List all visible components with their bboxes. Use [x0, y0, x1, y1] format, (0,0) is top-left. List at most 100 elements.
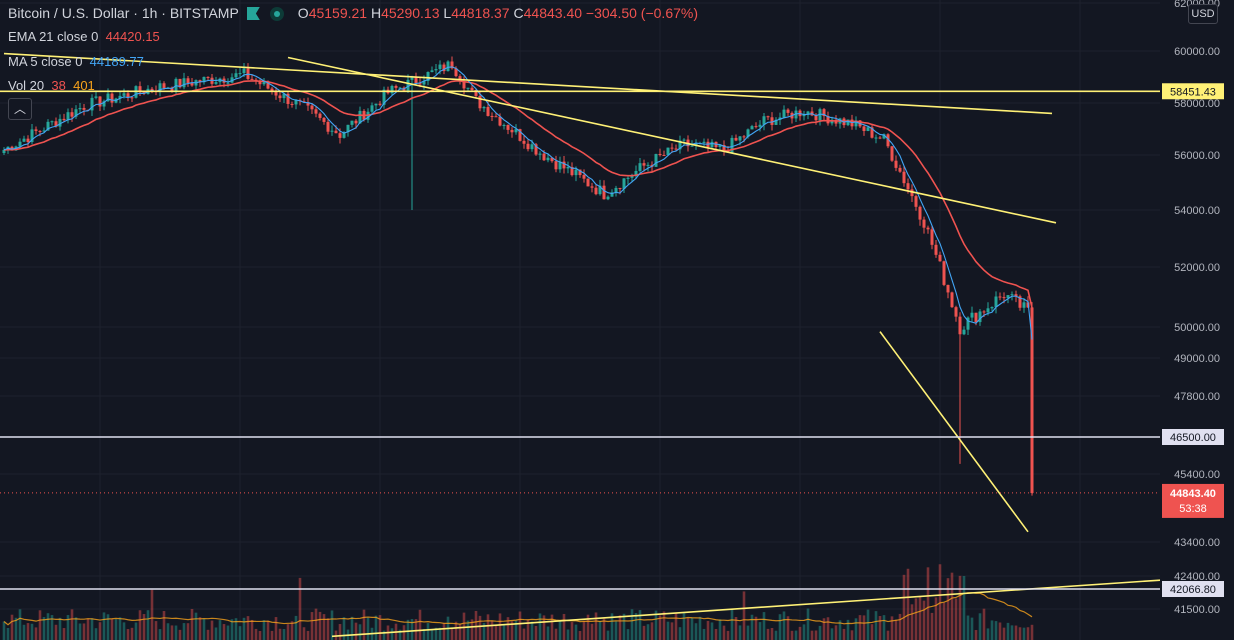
candle-body [638, 163, 642, 171]
trendline [287, 56, 1057, 224]
volume-bar [958, 575, 962, 640]
candle-body [954, 307, 958, 317]
volume-bar [190, 609, 194, 640]
chevron-up-icon[interactable]: ︿ [8, 98, 32, 120]
volume-bar [362, 609, 366, 640]
volume-bar [86, 618, 90, 640]
volume-bar [266, 620, 270, 640]
volume-bar [138, 610, 142, 640]
ma-5-line [3, 66, 1033, 340]
candle [606, 195, 610, 201]
candle-body [926, 227, 930, 230]
candle [994, 291, 998, 314]
candle [930, 225, 934, 250]
candle [186, 75, 190, 87]
ema-legend[interactable]: EMA 21 close 0 44420.15 [8, 29, 160, 44]
volume-bar [2, 621, 6, 640]
candle [42, 127, 46, 133]
candle [290, 101, 294, 108]
volume-bar [14, 617, 18, 640]
volume-ma-line [3, 592, 1033, 626]
candle [446, 60, 450, 72]
candle-body [970, 312, 974, 318]
candle-body [230, 77, 234, 83]
volume-bar [738, 625, 742, 640]
currency-button[interactable]: USD [1188, 4, 1218, 24]
volume-bar [214, 627, 218, 640]
symbol-legend: Bitcoin / U.S. Dollar · 1h · BITSTAMP O45… [8, 5, 698, 21]
candle-body [1022, 302, 1026, 308]
candle [898, 164, 902, 173]
candle-body [470, 87, 474, 91]
candle-body [938, 254, 942, 262]
volume-bar [478, 615, 482, 640]
volume-bar [170, 625, 174, 640]
candle [58, 114, 62, 131]
volume-bar [26, 623, 30, 640]
close-value: 44843.40 [523, 5, 583, 21]
candle-body [90, 97, 94, 111]
volume-bar [238, 626, 242, 640]
flag-icon[interactable] [246, 7, 260, 20]
candle [146, 85, 150, 95]
candle-body [922, 219, 926, 228]
candle-body [318, 113, 322, 118]
volume-bar [962, 576, 966, 640]
volume-bar [526, 619, 530, 640]
volume-bar [366, 617, 370, 640]
volume-bar [974, 630, 978, 640]
volume-bar [726, 630, 730, 640]
ma-legend[interactable]: MA 5 close 0 44189.77 [8, 54, 144, 69]
volume-bar [998, 622, 1002, 640]
volume-bar [598, 621, 602, 640]
candle [62, 113, 66, 123]
volume-bar [578, 630, 582, 640]
volume-bar [38, 610, 42, 640]
volume-bar [166, 623, 170, 640]
candle [754, 122, 758, 129]
volume-bar [42, 617, 46, 640]
volume-bar [846, 619, 850, 640]
market-status-icon[interactable] [269, 7, 284, 21]
volume-bar [218, 620, 222, 640]
candle-body [826, 116, 830, 124]
candle [246, 63, 250, 80]
volume-bar [202, 618, 206, 640]
volume-bar [258, 630, 262, 640]
candle [798, 109, 802, 121]
volume-bar [226, 625, 230, 640]
price-axis: 62000.0060000.0058000.0056000.0054000.00… [1160, 0, 1234, 640]
candle-body [582, 175, 586, 179]
candle [806, 110, 810, 120]
candle-body [190, 83, 194, 86]
candle-body [622, 178, 626, 189]
volume-bar [914, 598, 918, 640]
volume-bar [562, 613, 566, 640]
candle-body [74, 109, 78, 117]
volume-bar [98, 622, 102, 640]
candle [394, 84, 398, 92]
candle-body [358, 110, 362, 124]
volume-bar [390, 628, 394, 640]
candle-body [822, 109, 826, 117]
volume-bar [982, 608, 986, 640]
candle [318, 112, 322, 121]
candle [702, 138, 706, 147]
volume-bar [602, 618, 606, 640]
volume-bar [866, 609, 870, 640]
candle-body [878, 137, 882, 139]
candle-body [610, 192, 614, 197]
candle-body [862, 126, 866, 132]
price-line-tag-bg [1162, 83, 1224, 100]
price-tick-label: 42400.00 [1174, 571, 1220, 583]
volume-bar [874, 611, 878, 640]
candle-body [562, 161, 566, 169]
volume-bar [122, 622, 126, 640]
candle-body [186, 78, 190, 84]
volume-bar [178, 629, 182, 640]
vol-legend[interactable]: Vol 20 38 401 [8, 78, 95, 93]
candle [498, 113, 502, 127]
volume-bar [754, 616, 758, 640]
candle-body [890, 146, 894, 161]
